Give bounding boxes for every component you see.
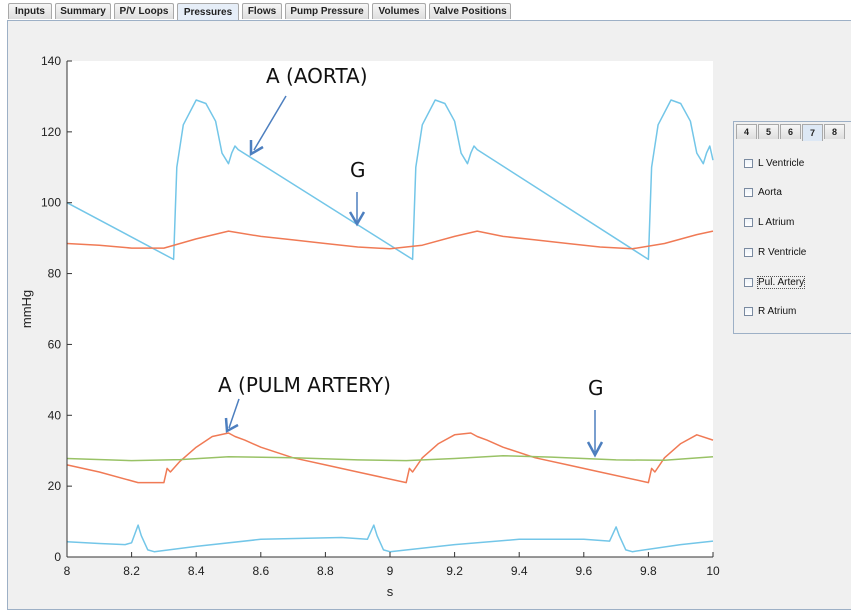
checkbox-r-atrium[interactable]: R Atrium (744, 306, 796, 317)
tab-inputs[interactable]: Inputs (8, 3, 52, 19)
tab-pv-loops[interactable]: P/V Loops (114, 3, 174, 19)
tab-bar: Inputs Summary P/V Loops Pressures Flows… (0, 0, 851, 21)
arrow-g-pulm-head (586, 441, 604, 458)
checkbox-box[interactable] (744, 159, 753, 168)
series-line-4 (66, 524, 714, 553)
x-tick-label: 8.6 (252, 564, 269, 578)
tab-flows[interactable]: Flows (242, 3, 282, 19)
checkbox-label: L Ventricle (758, 158, 805, 169)
y-tick-label: 120 (41, 125, 61, 139)
checkbox-label: R Ventricle (758, 247, 807, 258)
checkbox-label: L Atrium (758, 217, 795, 228)
x-tick-label: 8.4 (188, 564, 205, 578)
x-tick-label: 9.8 (640, 564, 657, 578)
y-tick-label: 100 (41, 196, 61, 210)
plot-area (67, 61, 713, 557)
x-tick-label: 8 (64, 564, 71, 578)
x-axis-label: s (387, 584, 394, 599)
series-line-1 (66, 230, 714, 250)
x-tick-label: 9.4 (511, 564, 528, 578)
series-tab-6[interactable]: 6 (780, 124, 801, 139)
checkbox-r-ventricle[interactable]: R Ventricle (744, 247, 806, 258)
arrow-pulm-shaft (228, 398, 240, 429)
checkbox-label: Aorta (758, 187, 782, 198)
series-tab-8[interactable]: 8 (824, 124, 845, 139)
x-tick-label: 10 (706, 564, 720, 578)
x-tick-label: 8.2 (123, 564, 140, 578)
y-tick-label: 20 (48, 479, 62, 493)
series-line-0 (66, 99, 714, 261)
tab-volumes[interactable]: Volumes (372, 3, 426, 19)
tab-pressures[interactable]: Pressures (177, 3, 239, 21)
series-line-3 (66, 454, 714, 462)
annotation-g-aorta: G (350, 158, 366, 182)
series-tab-7[interactable]: 7 (802, 124, 823, 141)
series-selector-panel: 4 5 6 7 8 L Ventricle Aorta L Atrium R V… (733, 121, 851, 334)
checkbox-label: R Atrium (758, 306, 797, 317)
annotation-g-pulm: G (588, 376, 604, 400)
arrow-pulm-head (224, 417, 239, 434)
y-tick-label: 140 (41, 54, 61, 68)
y-tick-label: 60 (48, 337, 62, 351)
checkbox-l-ventricle[interactable]: L Ventricle (744, 158, 804, 169)
annotation-aorta: A (AORTA) (266, 64, 368, 88)
checkbox-box[interactable] (744, 248, 753, 257)
checkbox-pul-artery[interactable]: Pul. Artery (744, 276, 806, 289)
y-tick-label: 40 (48, 408, 62, 422)
checkbox-box[interactable] (744, 307, 753, 316)
series-page-tabs: 4 5 6 7 8 (734, 122, 851, 142)
arrow-g-aorta-head (348, 211, 366, 227)
checkbox-aorta[interactable]: Aorta (744, 187, 782, 198)
series-tab-5[interactable]: 5 (758, 124, 779, 139)
x-tick-label: 9.6 (575, 564, 592, 578)
tab-pump-pressure[interactable]: Pump Pressure (285, 3, 369, 19)
series-line-2 (66, 432, 714, 484)
x-tick-label: 9 (387, 564, 394, 578)
y-tick-label: 80 (48, 267, 62, 281)
x-tick-label: 8.8 (317, 564, 334, 578)
x-tick-label: 9.2 (446, 564, 463, 578)
series-tab-4[interactable]: 4 (736, 124, 757, 139)
tab-summary[interactable]: Summary (55, 3, 111, 19)
annotation-pulm-artery: A (PULM ARTERY) (218, 373, 391, 397)
annotation-layer: A (AORTA) G A (PULM ARTERY) G (218, 64, 604, 458)
checkbox-box[interactable] (744, 218, 753, 227)
checkbox-box[interactable] (744, 188, 753, 197)
arrow-aorta-head (249, 140, 264, 157)
y-tick-label: 0 (54, 550, 61, 564)
y-axis-label: mmHg (19, 290, 34, 328)
tab-valve-positions[interactable]: Valve Positions (429, 3, 511, 19)
arrow-aorta-shaft (253, 95, 287, 151)
checkbox-l-atrium[interactable]: L Atrium (744, 217, 794, 228)
checkbox-label: Pul. Artery (756, 276, 806, 289)
checkbox-box[interactable] (744, 278, 753, 287)
